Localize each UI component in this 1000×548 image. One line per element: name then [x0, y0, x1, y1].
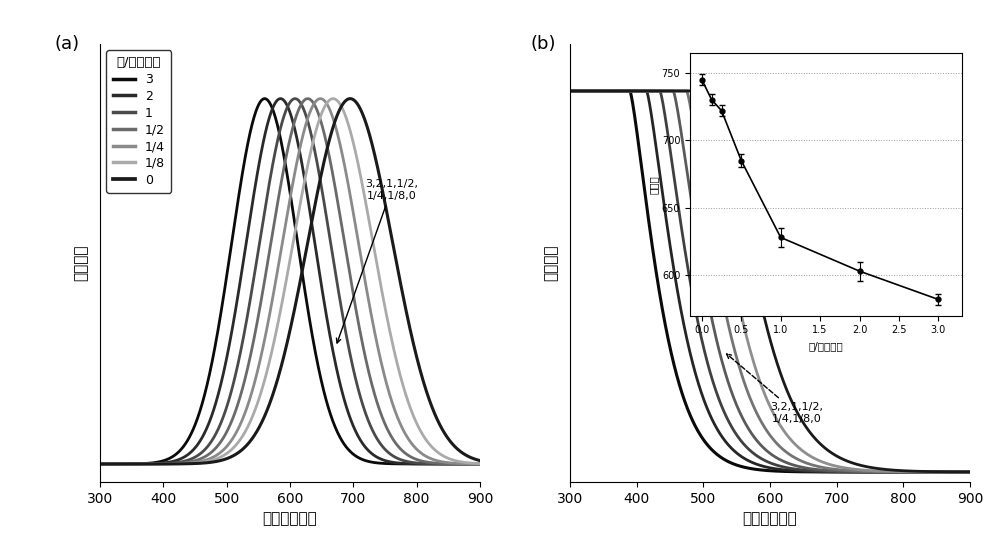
- Text: 3,2,1,1/2,
1/4,1/8,0: 3,2,1,1/2, 1/4,1/8,0: [727, 354, 823, 424]
- X-axis label: 波长（纳米）: 波长（纳米）: [743, 511, 797, 527]
- Legend: 3, 2, 1, 1/2, 1/4, 1/8, 0: 3, 2, 1, 1/2, 1/4, 1/8, 0: [106, 50, 171, 193]
- Y-axis label: 标准强度: 标准强度: [74, 245, 89, 281]
- Text: 3,2,1,1/2,
1/4,1/8,0: 3,2,1,1/2, 1/4,1/8,0: [336, 179, 418, 343]
- X-axis label: 波长（纳米）: 波长（纳米）: [263, 511, 317, 527]
- Text: (b): (b): [530, 35, 556, 53]
- Text: (a): (a): [54, 35, 80, 53]
- Y-axis label: 吸收强度: 吸收强度: [544, 245, 559, 281]
